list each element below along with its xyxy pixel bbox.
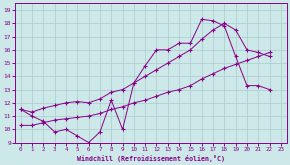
X-axis label: Windchill (Refroidissement éolien,°C): Windchill (Refroidissement éolien,°C)	[77, 155, 225, 162]
